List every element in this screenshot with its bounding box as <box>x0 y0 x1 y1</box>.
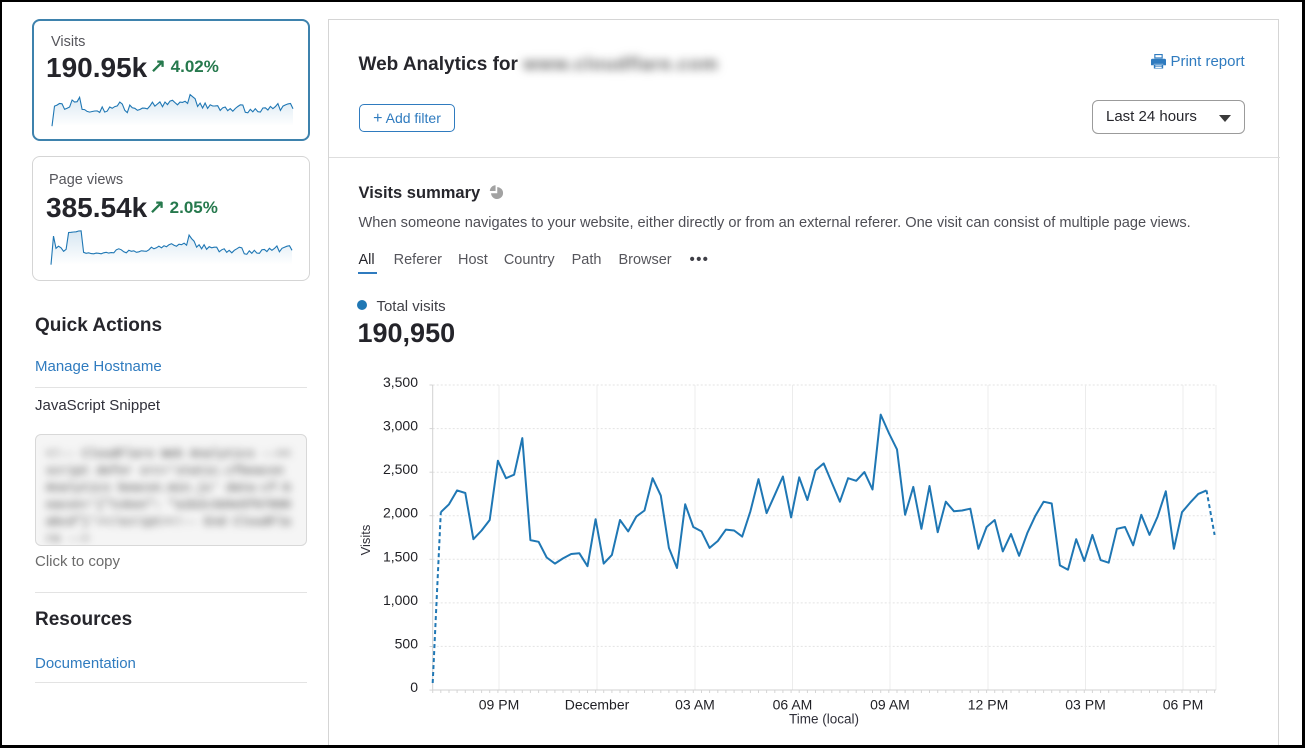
svg-text:500: 500 <box>395 635 419 651</box>
svg-text:03 PM: 03 PM <box>1065 697 1105 713</box>
svg-text:2,500: 2,500 <box>383 461 418 477</box>
svg-text:Visits: Visits <box>358 524 373 555</box>
svg-text:3,000: 3,000 <box>383 418 418 434</box>
svg-text:0: 0 <box>410 679 418 695</box>
svg-text:1,500: 1,500 <box>383 548 418 564</box>
svg-text:2,000: 2,000 <box>383 505 418 521</box>
svg-text:3,500: 3,500 <box>383 374 418 390</box>
svg-text:12 PM: 12 PM <box>968 697 1008 713</box>
svg-text:December: December <box>565 697 630 713</box>
svg-text:06 AM: 06 AM <box>773 697 813 713</box>
svg-text:09 AM: 09 AM <box>870 697 910 713</box>
svg-text:Time (local): Time (local) <box>789 712 859 727</box>
svg-text:09 PM: 09 PM <box>479 697 519 713</box>
svg-text:03 AM: 03 AM <box>675 697 715 713</box>
svg-text:06 PM: 06 PM <box>1163 697 1203 713</box>
svg-text:1,000: 1,000 <box>383 592 418 608</box>
